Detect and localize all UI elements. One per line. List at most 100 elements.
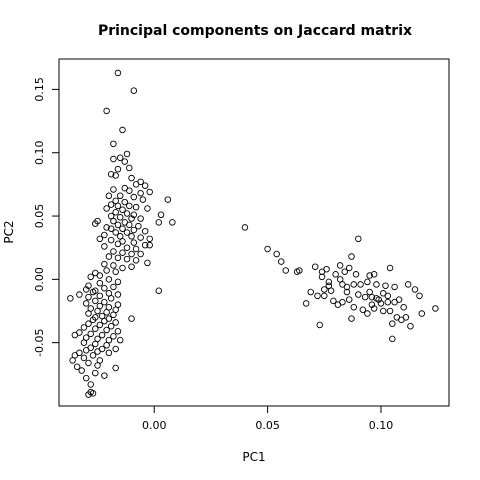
- y-axis: -0.05 0.00 0.05 0.10 0.15: [33, 77, 59, 357]
- data-point: [112, 364, 119, 372]
- data-point: [146, 241, 153, 249]
- data-point: [164, 196, 172, 203]
- data-point: [119, 206, 126, 213]
- data-point: [101, 231, 108, 239]
- data-point: [101, 372, 108, 379]
- y-tick-label: 0.00: [33, 267, 46, 292]
- data-point: [137, 250, 144, 258]
- data-point: [85, 293, 92, 301]
- data-point: [89, 288, 97, 296]
- data-point: [96, 272, 104, 279]
- data-point: [402, 314, 410, 321]
- data-point: [330, 297, 337, 305]
- data-point: [103, 267, 110, 274]
- data-point: [137, 215, 144, 222]
- data-point: [357, 281, 364, 288]
- data-point: [112, 345, 119, 353]
- x-axis-label: PC1: [242, 450, 265, 464]
- data-point: [96, 235, 104, 243]
- data-point: [116, 154, 124, 162]
- data-point: [364, 278, 371, 286]
- data-point: [318, 273, 326, 281]
- data-point: [386, 307, 394, 315]
- data-point: [103, 205, 110, 212]
- data-point: [114, 278, 122, 286]
- data-point: [169, 219, 176, 226]
- data-point: [327, 287, 335, 295]
- y-tick-label: 0.10: [33, 140, 46, 165]
- data-point: [157, 211, 165, 219]
- data-point: [96, 279, 104, 287]
- data-point: [101, 260, 108, 268]
- data-point: [407, 322, 414, 330]
- data-point: [321, 286, 328, 293]
- data-point: [123, 255, 131, 263]
- data-point: [325, 278, 333, 286]
- data-point: [141, 182, 149, 189]
- data-point: [107, 322, 115, 330]
- data-point: [137, 189, 144, 197]
- data-point: [144, 259, 151, 267]
- data-point: [114, 291, 122, 298]
- chart-title: Principal components on Jaccard matrix: [98, 23, 412, 39]
- data-point: [92, 325, 99, 332]
- data-point: [114, 254, 122, 262]
- data-point: [343, 288, 351, 296]
- data-point: [107, 225, 115, 232]
- data-point: [121, 198, 129, 206]
- data-point: [119, 264, 126, 272]
- data-point: [101, 317, 108, 325]
- data-point: [384, 298, 392, 306]
- data-point: [85, 320, 92, 327]
- data-point: [361, 293, 369, 301]
- data-point: [96, 292, 104, 300]
- data-point: [395, 296, 403, 303]
- data-point: [112, 172, 119, 179]
- data-point: [418, 310, 426, 317]
- data-point: [128, 215, 135, 222]
- y-tick-label: 0.15: [33, 77, 46, 102]
- data-point: [110, 217, 117, 225]
- data-point: [92, 220, 99, 227]
- data-point: [94, 362, 101, 369]
- data-point: [282, 267, 289, 274]
- data-points: [67, 69, 439, 398]
- data-point: [114, 240, 122, 248]
- plot-frame: [58, 58, 450, 407]
- data-point: [110, 248, 117, 255]
- data-point: [368, 293, 376, 301]
- data-point: [110, 311, 117, 319]
- data-point: [67, 295, 74, 302]
- data-point: [155, 287, 163, 295]
- data-point: [377, 300, 385, 307]
- x-tick-label: 0.05: [255, 419, 280, 432]
- data-point: [341, 268, 348, 276]
- data-point: [107, 170, 115, 178]
- data-point: [384, 292, 392, 300]
- data-point: [80, 354, 88, 362]
- data-point: [146, 188, 153, 196]
- data-point: [87, 330, 94, 338]
- data-point: [107, 201, 115, 208]
- data-point: [116, 192, 124, 200]
- data-point: [416, 292, 423, 300]
- data-point: [101, 243, 108, 250]
- data-point: [128, 174, 135, 182]
- data-point: [350, 303, 358, 311]
- data-point: [110, 333, 117, 340]
- data-point: [277, 258, 285, 265]
- data-point: [323, 265, 330, 273]
- data-point: [386, 264, 394, 272]
- data-point: [314, 292, 321, 300]
- data-point: [94, 348, 101, 355]
- data-point: [404, 281, 412, 288]
- data-point: [85, 391, 92, 398]
- data-point: [370, 271, 378, 278]
- data-point: [110, 262, 117, 269]
- data-point: [141, 227, 149, 235]
- data-point: [264, 245, 271, 253]
- data-point: [364, 310, 371, 317]
- data-point: [89, 352, 97, 359]
- data-point: [130, 226, 138, 234]
- data-point: [110, 186, 117, 193]
